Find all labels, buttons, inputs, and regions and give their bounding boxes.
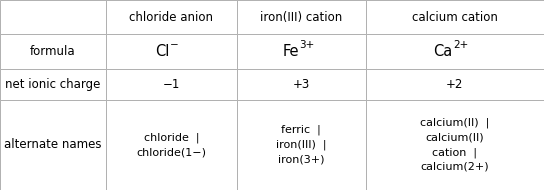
Bar — [366, 0, 544, 34]
Text: +3: +3 — [293, 78, 310, 91]
Text: net ionic charge: net ionic charge — [5, 78, 101, 91]
Text: chloride anion: chloride anion — [129, 11, 213, 24]
Text: formula: formula — [30, 45, 76, 58]
Text: alternate names: alternate names — [4, 138, 102, 151]
Bar — [237, 100, 366, 190]
Text: 2+: 2+ — [453, 40, 468, 50]
Text: chloride  |
chloride(1−): chloride | chloride(1−) — [137, 132, 206, 157]
Text: calcium cation: calcium cation — [412, 11, 498, 24]
Bar — [366, 69, 544, 100]
Bar — [106, 34, 237, 69]
Text: −: − — [170, 40, 178, 50]
Bar — [0, 34, 106, 69]
Text: Ca: Ca — [434, 44, 453, 59]
Bar — [106, 100, 237, 190]
Text: calcium(II)  |
calcium(II)
cation  |
calcium(2+): calcium(II) | calcium(II) cation | calci… — [420, 118, 490, 172]
Text: Cl: Cl — [155, 44, 169, 59]
Bar — [237, 69, 366, 100]
Bar — [106, 69, 237, 100]
Text: 3+: 3+ — [299, 40, 315, 50]
Text: ferric  |
iron(III)  |
iron(3+): ferric | iron(III) | iron(3+) — [276, 125, 326, 165]
Bar — [0, 69, 106, 100]
Bar — [366, 34, 544, 69]
Bar — [0, 100, 106, 190]
Bar — [106, 0, 237, 34]
Bar — [366, 100, 544, 190]
Bar — [0, 0, 106, 34]
Text: +2: +2 — [446, 78, 463, 91]
Text: −1: −1 — [163, 78, 180, 91]
Bar — [237, 0, 366, 34]
Bar — [237, 34, 366, 69]
Text: Fe: Fe — [282, 44, 299, 59]
Text: iron(III) cation: iron(III) cation — [260, 11, 342, 24]
